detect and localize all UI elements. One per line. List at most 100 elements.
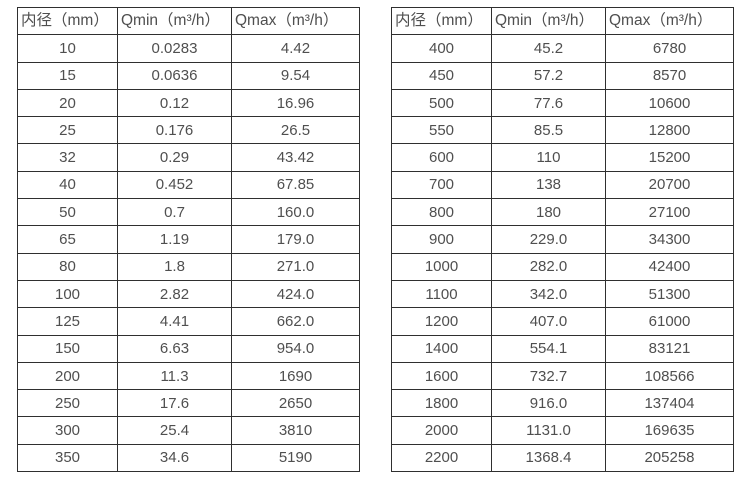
table-cell: 20	[17, 88, 118, 118]
table-cell: 554.1	[491, 334, 606, 363]
table-cell: 6780	[605, 34, 734, 63]
table-row: 900 229.0 34300	[391, 225, 734, 254]
table-cell: 916.0	[491, 389, 606, 418]
table-cell: 110	[491, 143, 606, 172]
table-cell: 1.8	[117, 252, 232, 281]
table-cell: 1131.0	[491, 416, 606, 445]
table-row: 1400 554.1 83121	[391, 334, 734, 363]
table-cell: 125	[17, 307, 118, 336]
table-cell: 15	[17, 61, 118, 90]
table-cell: 2.82	[117, 279, 232, 309]
table-cell: 732.7	[491, 361, 606, 391]
table-cell: 108566	[605, 361, 734, 391]
table-row: 50 0.7 160.0	[17, 198, 360, 227]
table-cell: 1600	[391, 361, 492, 391]
table-row: 1000 282.0 42400	[391, 252, 734, 281]
table-cell: 10600	[605, 88, 734, 118]
table-cell: 61000	[605, 307, 734, 336]
table-cell: 32	[17, 143, 118, 172]
table-row: 200 11.3 1690	[17, 361, 360, 391]
table-cell: 9.54	[231, 61, 360, 90]
table-row: 40 0.452 67.85	[17, 170, 360, 200]
table-cell: 1368.4	[491, 443, 606, 473]
table-cell: 34.6	[117, 443, 232, 473]
table-cell: 179.0	[231, 225, 360, 254]
table-cell: 2000	[391, 416, 492, 445]
table-cell: 8570	[605, 61, 734, 90]
table-cell: 80	[17, 252, 118, 281]
table-cell: 6.63	[117, 334, 232, 363]
table-row: 800 180 27100	[391, 198, 734, 227]
table-cell: 424.0	[231, 279, 360, 309]
table-cell: 4.42	[231, 34, 360, 63]
table-row: 550 85.5 12800	[391, 116, 734, 145]
header-qmin: Qmin（m³/h）	[491, 6, 606, 36]
table-cell: 137404	[605, 389, 734, 418]
table-row: 25 0.176 26.5	[17, 116, 360, 145]
header-qmin: Qmin（m³/h）	[117, 6, 232, 36]
table-row: 300 25.4 3810	[17, 416, 360, 445]
table-cell: 20700	[605, 170, 734, 200]
table-cell: 954.0	[231, 334, 360, 363]
table-cell: 550	[391, 116, 492, 145]
table-row: 2000 1131.0 169635	[391, 416, 734, 445]
table-cell: 400	[391, 34, 492, 63]
table-cell: 40	[17, 170, 118, 200]
table-cell: 12800	[605, 116, 734, 145]
table-row: 2200 1368.4 205258	[391, 443, 734, 473]
table-cell: 407.0	[491, 307, 606, 336]
table-cell: 250	[17, 389, 118, 418]
table-cell: 150	[17, 334, 118, 363]
table-cell: 0.12	[117, 88, 232, 118]
table-cell: 1.19	[117, 225, 232, 254]
table-cell: 3810	[231, 416, 360, 445]
table-row: 450 57.2 8570	[391, 61, 734, 90]
header-inner-diameter: 内径（mm）	[391, 6, 492, 36]
table-cell: 0.7	[117, 198, 232, 227]
table-cell: 5190	[231, 443, 360, 473]
table-row: 250 17.6 2650	[17, 389, 360, 418]
table-cell: 700	[391, 170, 492, 200]
table-cell: 0.0636	[117, 61, 232, 90]
table-cell: 50	[17, 198, 118, 227]
table-cell: 65	[17, 225, 118, 254]
table-row: 100 2.82 424.0	[17, 279, 360, 309]
table-cell: 15200	[605, 143, 734, 172]
table-header-row: 内径（mm） Qmin（m³/h） Qmax（m³/h）	[17, 6, 360, 36]
table-cell: 342.0	[491, 279, 606, 309]
flow-table-right: 内径（mm） Qmin（m³/h） Qmax（m³/h） 400 45.2 6780…	[391, 6, 734, 473]
table-cell: 200	[17, 361, 118, 391]
table-cell: 34300	[605, 225, 734, 254]
table-cell: 0.452	[117, 170, 232, 200]
table-cell: 17.6	[117, 389, 232, 418]
table-cell: 500	[391, 88, 492, 118]
table-cell: 1800	[391, 389, 492, 418]
table-cell: 138	[491, 170, 606, 200]
table-cell: 100	[17, 279, 118, 309]
table-row: 700 138 20700	[391, 170, 734, 200]
table-row: 500 77.6 10600	[391, 88, 734, 118]
table-row: 20 0.12 16.96	[17, 88, 360, 118]
table-cell: 2650	[231, 389, 360, 418]
table-cell: 67.85	[231, 170, 360, 200]
table-cell: 57.2	[491, 61, 606, 90]
table-cell: 0.29	[117, 143, 232, 172]
table-cell: 450	[391, 61, 492, 90]
header-inner-diameter: 内径（mm）	[17, 6, 118, 36]
table-cell: 25	[17, 116, 118, 145]
table-cell: 180	[491, 198, 606, 227]
table-row: 10 0.0283 4.42	[17, 34, 360, 63]
table-row: 600 110 15200	[391, 143, 734, 172]
table-row: 1800 916.0 137404	[391, 389, 734, 418]
table-cell: 4.41	[117, 307, 232, 336]
table-cell: 205258	[605, 443, 734, 473]
table-row: 65 1.19 179.0	[17, 225, 360, 254]
table-row: 80 1.8 271.0	[17, 252, 360, 281]
table-cell: 900	[391, 225, 492, 254]
table-cell: 600	[391, 143, 492, 172]
table-row: 1100 342.0 51300	[391, 279, 734, 309]
header-qmax: Qmax（m³/h）	[231, 6, 360, 36]
table-cell: 45.2	[491, 34, 606, 63]
table-cell: 160.0	[231, 198, 360, 227]
